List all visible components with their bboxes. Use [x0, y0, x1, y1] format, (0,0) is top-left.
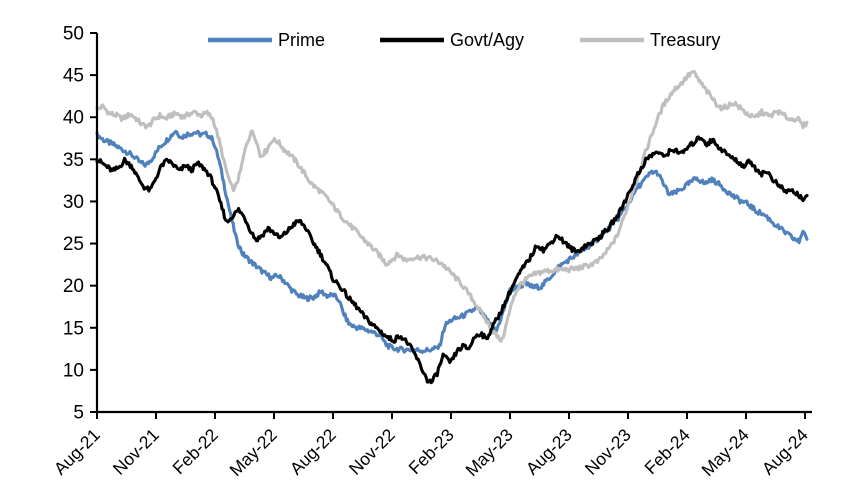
y-tick-label: 40: [63, 108, 84, 129]
series-line-prime: [95, 129, 809, 354]
legend-label: Treasury: [650, 30, 720, 50]
series-line-treasury: [95, 69, 809, 343]
x-tick-label: May-24: [697, 425, 753, 481]
y-tick-label: 15: [63, 318, 84, 339]
legend-item-treasury: Treasury: [580, 30, 720, 50]
y-axis-labels: 50 45 40 35 30 25 20 15 10 5: [63, 24, 84, 424]
legend: Prime Govt/Agy Treasury: [208, 30, 720, 50]
x-tick-label: Aug-24: [758, 425, 812, 479]
y-tick-label: 45: [63, 66, 84, 87]
x-axis-labels: Aug-21 Nov-21 Feb-22 May-22 Aug-22 Nov-22 Feb-…: [50, 425, 812, 481]
y-tick-label: 50: [63, 24, 84, 45]
x-tick-label: Nov-22: [345, 425, 399, 479]
y-tick-label: 30: [63, 192, 84, 213]
y-tick-label: 10: [63, 360, 84, 381]
y-tick-label: 20: [63, 276, 84, 297]
x-tick-label: Aug-23: [522, 425, 576, 479]
x-tick-label: Feb-22: [168, 425, 221, 478]
x-tick-label: Feb-24: [640, 425, 694, 479]
axes: [90, 32, 812, 419]
legend-label: Prime: [278, 30, 325, 50]
x-tick-label: Aug-21: [50, 425, 104, 479]
y-tick-label: 5: [73, 403, 84, 424]
x-tick-label: May-23: [461, 425, 516, 480]
legend-label: Govt/Agy: [450, 30, 524, 50]
x-tick-label: Nov-23: [581, 425, 635, 479]
series-lines: [95, 69, 809, 385]
x-tick-label: Aug-22: [286, 425, 340, 479]
x-tick-label: Nov-21: [109, 425, 163, 479]
y-tick-label: 35: [63, 150, 84, 171]
y-tick-label: 25: [63, 234, 84, 255]
legend-item-prime: Prime: [208, 30, 325, 50]
x-tick-label: Feb-23: [404, 425, 457, 478]
x-tick-label: May-22: [225, 425, 280, 480]
legend-item-govt-agy: Govt/Agy: [380, 30, 524, 50]
series-line-govt-agy: [95, 135, 809, 385]
